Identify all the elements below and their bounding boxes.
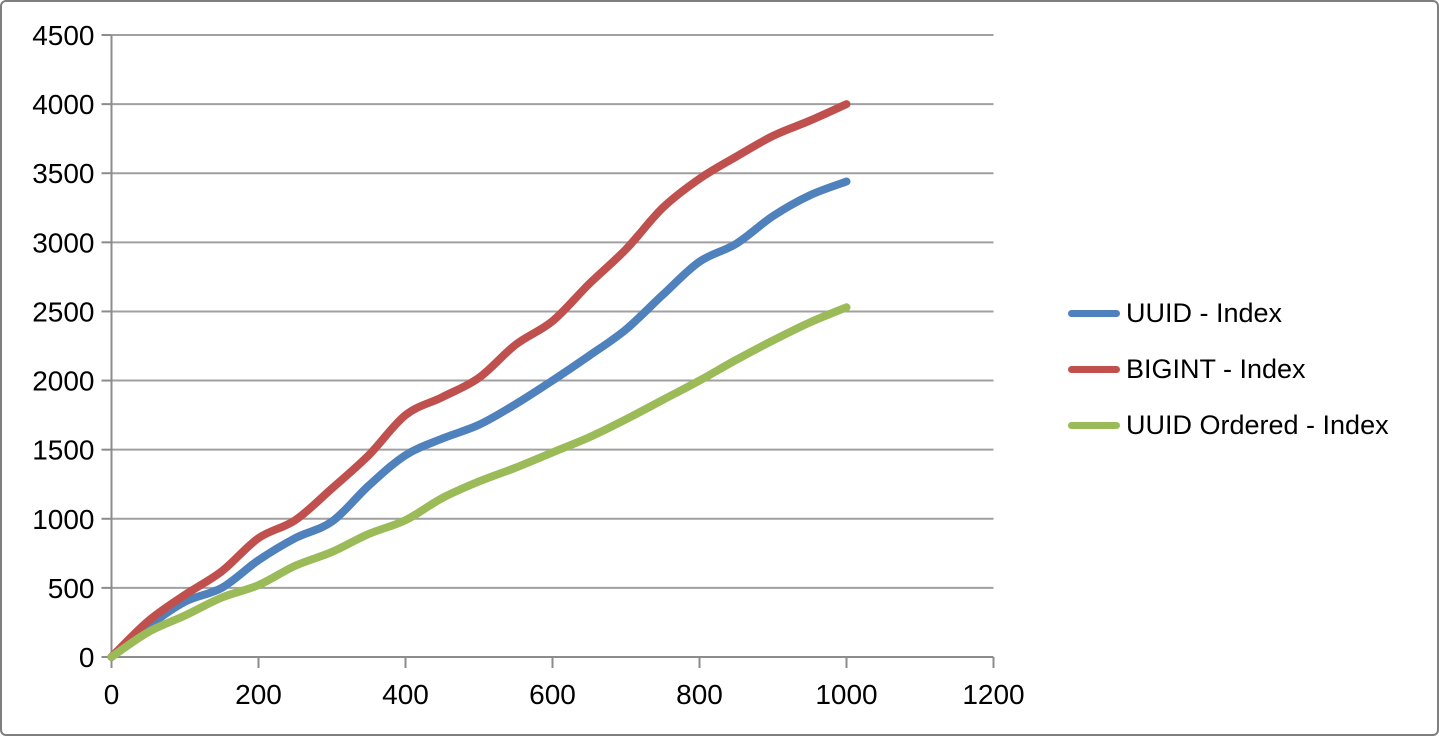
legend-line-swatch-bigint-index	[1068, 365, 1120, 373]
series-line-0	[107, 177, 851, 661]
y-axis-tick-label: 500	[48, 573, 95, 604]
series-line-1	[107, 100, 851, 661]
chart-legend: UUID - Index BIGINT - Index UUID Ordered…	[1068, 285, 1389, 453]
x-axis-tick-label: 200	[235, 679, 282, 710]
legend-item-bigint-index: BIGINT - Index	[1068, 341, 1389, 397]
x-axis-tick-label: 1200	[962, 679, 1024, 710]
y-axis-tick-label: 3500	[32, 158, 94, 189]
y-axis-tick-label: 1500	[32, 435, 94, 466]
y-axis-tick-label: 2500	[32, 296, 94, 327]
legend-item-uuid-ordered-index: UUID Ordered - Index	[1068, 397, 1389, 453]
x-axis-tick-label: 0	[104, 679, 120, 710]
y-axis-tick-label: 4000	[32, 89, 94, 120]
x-axis-tick-label: 1000	[815, 679, 877, 710]
legend-label-uuid-ordered-index: UUID Ordered - Index	[1126, 409, 1389, 440]
y-axis-tick-label: 4500	[32, 20, 94, 51]
series-line-2	[107, 303, 851, 661]
legend-line-swatch-uuid-index	[1068, 309, 1120, 317]
x-axis-tick-label: 600	[529, 679, 576, 710]
legend-label-bigint-index: BIGINT - Index	[1126, 353, 1306, 384]
y-axis-tick-label: 2000	[32, 366, 94, 397]
legend-label-uuid-index: UUID - Index	[1126, 297, 1283, 328]
x-axis-tick-label: 400	[382, 679, 429, 710]
legend-line-swatch-uuid-ordered-index	[1068, 421, 1120, 429]
y-axis-tick-label: 1000	[32, 504, 94, 535]
legend-item-uuid-index: UUID - Index	[1068, 285, 1389, 341]
y-axis-tick-label: 0	[79, 642, 95, 673]
y-axis-tick-label: 3000	[32, 227, 94, 258]
x-axis-tick-label: 800	[676, 679, 723, 710]
